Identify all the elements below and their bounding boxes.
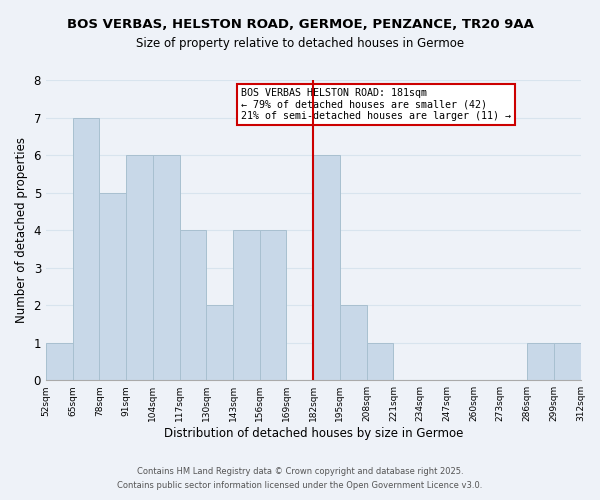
Bar [206,305,233,380]
Bar [73,118,100,380]
Bar [340,305,367,380]
Bar [260,230,286,380]
Bar [554,342,581,380]
Y-axis label: Number of detached properties: Number of detached properties [15,137,28,323]
Bar [179,230,206,380]
Bar [46,342,73,380]
Text: BOS VERBAS, HELSTON ROAD, GERMOE, PENZANCE, TR20 9AA: BOS VERBAS, HELSTON ROAD, GERMOE, PENZAN… [67,18,533,30]
X-axis label: Distribution of detached houses by size in Germoe: Distribution of detached houses by size … [164,427,463,440]
Text: Contains HM Land Registry data © Crown copyright and database right 2025.: Contains HM Land Registry data © Crown c… [137,467,463,476]
Bar [153,155,179,380]
Bar [126,155,153,380]
Text: Size of property relative to detached houses in Germoe: Size of property relative to detached ho… [136,38,464,51]
Bar [233,230,260,380]
Text: Contains public sector information licensed under the Open Government Licence v3: Contains public sector information licen… [118,481,482,490]
Bar [367,342,394,380]
Bar [313,155,340,380]
Bar [100,192,126,380]
Text: BOS VERBAS HELSTON ROAD: 181sqm
← 79% of detached houses are smaller (42)
21% of: BOS VERBAS HELSTON ROAD: 181sqm ← 79% of… [241,88,511,120]
Bar [527,342,554,380]
